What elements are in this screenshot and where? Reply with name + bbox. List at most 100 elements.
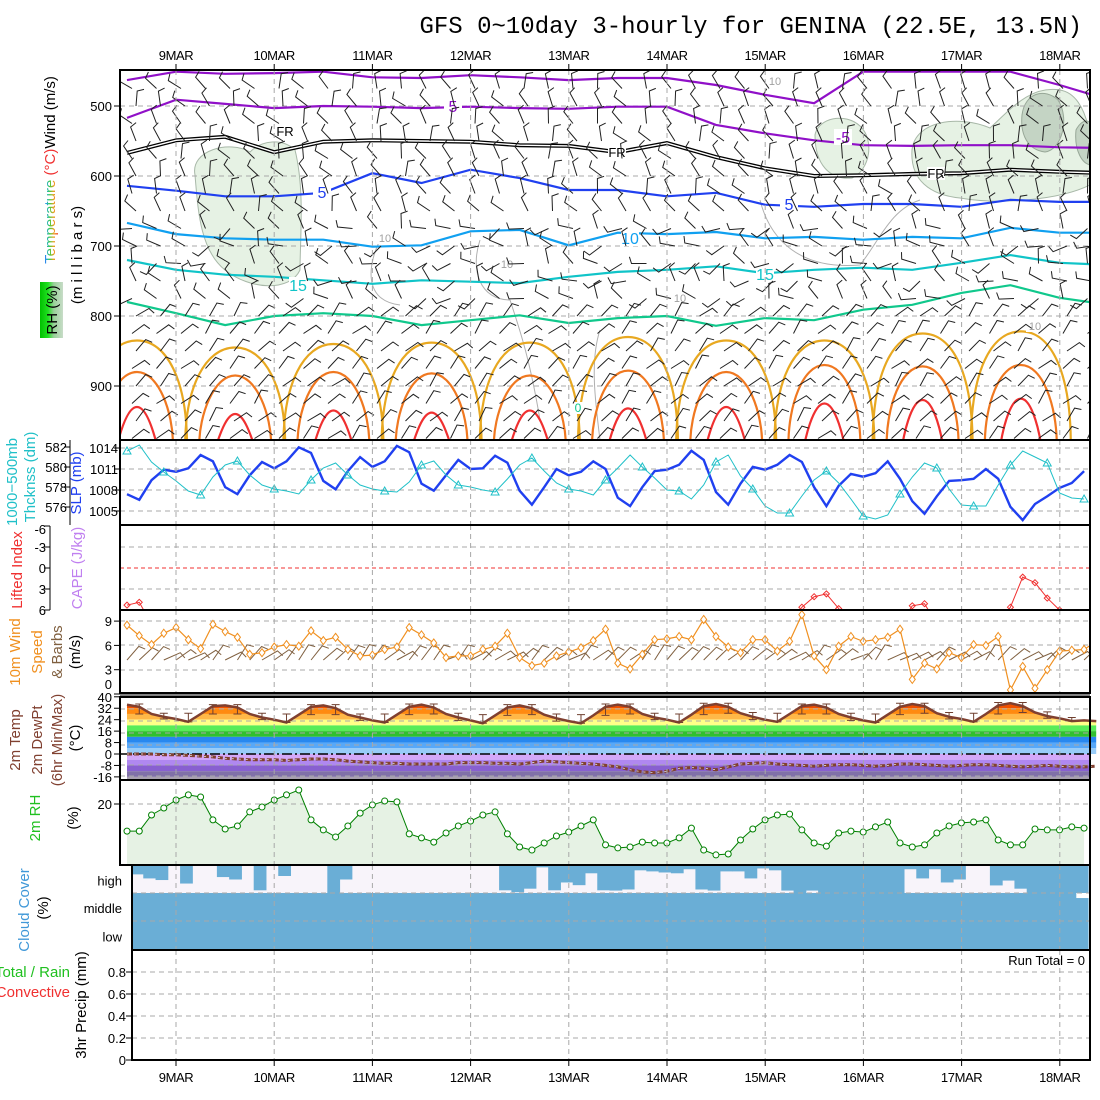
wind-barb [661,70,672,89]
temp-minmax-bar [356,713,365,721]
contour-label: FR [276,124,293,139]
wind-barb [378,87,387,107]
rh-marker [528,846,536,854]
temp-band [127,736,1097,743]
high-cloud-bar [253,866,267,891]
wind-barb [467,70,476,89]
rh-marker [822,842,830,850]
low-cloud-bar [315,921,328,950]
high-cloud-bar [953,866,966,880]
wind-barb [349,122,357,142]
middle-cloud-bar [450,893,463,921]
wind-barb [223,158,235,177]
temp-band [127,719,1097,726]
wind-barb [717,87,725,107]
wind-barb [695,322,713,334]
wind-barb [895,339,912,352]
temp-minmax-bar [896,702,905,716]
wind-barb [750,261,770,269]
wind-barb [1019,225,1039,233]
wind-barb [934,70,942,89]
wind-barb [268,176,280,194]
wind-speed-marker [1043,664,1051,675]
wind-barb [870,337,887,352]
wind-barb [780,280,798,293]
thickness-marker [674,485,685,495]
low-cloud-bar [180,921,193,950]
wind-barb [936,174,944,194]
wind-barb [1029,90,1043,107]
wind10m-barb [641,644,660,661]
isotherm--5 [126,98,1090,149]
wind-barb [748,376,767,387]
wind-barb [609,177,623,194]
middle-cloud-bar [928,893,942,921]
date-label-top: 11MAR [352,48,392,63]
wind-barb [225,192,235,212]
pressure-tick-label: 900 [90,379,112,394]
wind-barb [597,393,616,404]
wind-barb [572,389,588,404]
middle-cloud-bar [290,893,304,921]
wind-barb [737,193,749,212]
middle-cloud-bar [805,893,819,921]
wind-barb [719,106,729,124]
wind-barb [352,390,368,404]
high-cloud-bar [1026,866,1040,893]
middle-cloud-bar [278,893,292,921]
wind-barb [217,282,231,299]
wind-barb [304,227,312,247]
wind-barb [254,320,271,334]
wind-barb [142,215,157,229]
wind-barb [254,357,272,369]
wind-barb [870,377,890,387]
wind-barb [160,303,177,317]
wind-series [123,610,1090,693]
rh-marker [835,829,843,837]
wind-barb [1070,228,1088,240]
high-cloud-bar [1051,866,1065,893]
wind-barb [156,429,175,439]
middle-cloud-bar [867,893,880,921]
wind-speed-marker [540,658,548,669]
wind-barb [249,244,256,264]
wind-barb [229,177,240,194]
wind-barb [1038,389,1053,404]
wind-barb [607,277,627,285]
wind-barb [842,425,859,439]
wind-barb [331,89,342,107]
wind-barb [466,194,480,212]
precip-tick-label: 0.4 [108,1009,126,1024]
wind10m-barb [875,644,892,661]
wind-barb [181,262,189,282]
slp-thickness-panel [120,444,1090,522]
wind-barb [695,393,714,404]
wind-barb [380,306,400,317]
rh-tick-label: 20 [98,797,112,812]
wind-barb [646,176,655,194]
panel-frame [131,949,1091,1061]
isotherm-25-arch [184,346,287,440]
wind-barb [891,319,906,334]
wind-barb [270,160,284,177]
wind-barb [160,338,177,352]
wind-barb [1062,425,1079,439]
wind-barb [278,355,295,369]
rh2m-panel [120,786,1090,865]
wind-barb [441,140,451,159]
wind-barb [737,158,749,177]
wind-barb [499,321,517,334]
low-cloud-bar [842,921,856,950]
wind-barb [931,245,941,264]
temp-minmax-bar [331,704,340,716]
wind-barb [989,319,1005,334]
wind-barb [270,194,284,212]
temp-color-bands-below-zero [127,754,1090,780]
wind-barb [674,371,689,387]
wind-barb [399,70,407,89]
wind-barb [460,251,476,264]
wind-barb [552,159,563,177]
wind-barb [216,248,231,264]
middle-cloud-bar [977,893,991,921]
wind-barb [1017,337,1033,352]
